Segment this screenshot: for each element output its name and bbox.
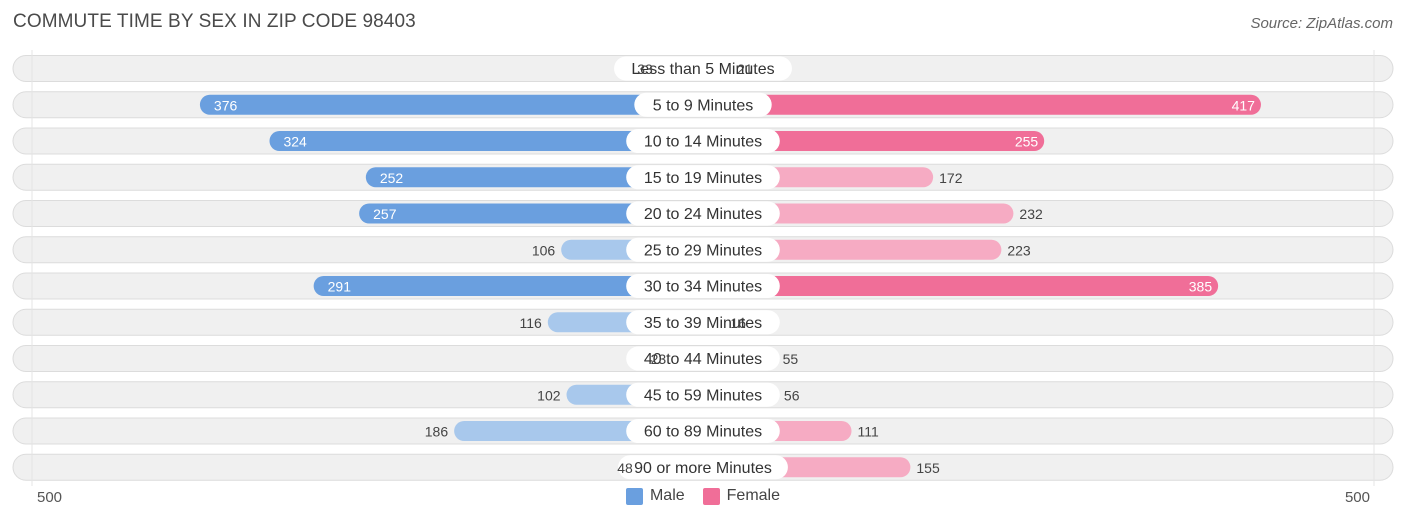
source-note: Source: ZipAtlas.com: [1250, 15, 1393, 32]
category-pill: [618, 455, 788, 480]
axis-right-max-label: 500: [1344, 489, 1370, 506]
category-label: Less than 5 Minutes: [631, 61, 774, 78]
legend: Male Female: [0, 487, 1406, 505]
category-label: 25 to 29 Minutes: [644, 242, 762, 259]
value-label-female: 172: [939, 170, 963, 186]
category-label: 15 to 19 Minutes: [644, 170, 762, 187]
category-pill: [634, 92, 772, 117]
category-label: 90 or more Minutes: [634, 460, 772, 477]
category-label: 5 to 9 Minutes: [653, 97, 754, 114]
legend-item-male[interactable]: Male: [625, 487, 685, 505]
legend-swatch-male: [625, 487, 643, 505]
value-label-male: 116: [519, 315, 542, 331]
category-pill: [626, 129, 780, 153]
value-label-male: 186: [425, 424, 449, 440]
value-label-male: 324: [283, 134, 307, 150]
category-label: 35 to 39 Minutes: [644, 315, 762, 332]
bar-female: [693, 131, 1045, 151]
value-label-female: 55: [783, 351, 799, 367]
category-pill: [626, 310, 780, 335]
bar-female: [693, 94, 1261, 115]
bar-male: [313, 276, 713, 296]
value-label-female: 223: [1007, 242, 1031, 258]
value-label-female: 56: [784, 387, 800, 403]
value-label-female: 255: [1015, 134, 1039, 150]
value-label-male: 376: [214, 97, 238, 113]
legend-item-female[interactable]: Female: [702, 487, 781, 505]
bar-male: [365, 167, 713, 188]
bar-male: [199, 94, 714, 115]
value-label-female: 232: [1019, 206, 1043, 222]
value-label-male: 33: [637, 61, 653, 77]
legend-label-female: Female: [726, 487, 781, 504]
value-label-male: 106: [532, 242, 556, 258]
category-label: 30 to 34 Minutes: [644, 279, 762, 296]
value-label-male: 252: [380, 170, 404, 186]
category-pill: [614, 56, 792, 81]
axis-left-max-label: 500: [37, 489, 63, 506]
category-pill: [626, 201, 780, 226]
category-pill: [626, 382, 780, 407]
category-label: 45 to 59 Minutes: [644, 387, 762, 404]
category-label: 40 to 44 Minutes: [644, 351, 762, 368]
category-pill: [626, 346, 780, 371]
value-label-female: 155: [916, 460, 940, 476]
category-pill: [626, 419, 780, 443]
legend-label-male: Male: [649, 487, 685, 504]
chart-title: COMMUTE TIME BY SEX IN ZIP CODE 98403: [13, 11, 416, 32]
category-pill: [626, 237, 780, 262]
value-label-female: 111: [858, 424, 879, 440]
value-label-male: 23: [651, 351, 667, 367]
category-label: 60 to 89 Minutes: [644, 424, 762, 441]
category-label: 20 to 24 Minutes: [644, 206, 762, 223]
category-pill: [626, 165, 780, 190]
value-label-female: 385: [1189, 279, 1213, 295]
category-pill: [626, 274, 780, 298]
legend-swatch-female: [702, 487, 720, 505]
bar-female: [693, 276, 1219, 296]
value-label-male: 257: [373, 206, 397, 222]
value-label-male: 291: [328, 279, 352, 295]
bar-male: [359, 203, 713, 224]
value-label-female: 417: [1232, 97, 1256, 113]
value-label-male: 48: [617, 460, 633, 476]
bar-male: [269, 131, 713, 151]
value-label-male: 102: [537, 387, 561, 403]
category-label: 10 to 14 Minutes: [644, 134, 762, 151]
value-label-female: 21: [737, 61, 753, 77]
value-label-female: 16: [730, 315, 746, 331]
